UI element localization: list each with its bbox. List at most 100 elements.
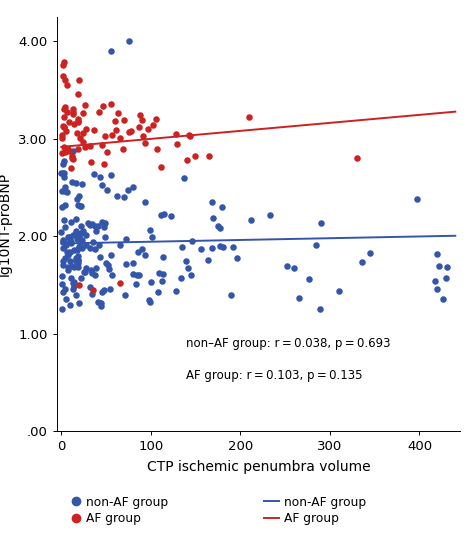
Point	[69, 230, 76, 239]
Point	[87, 141, 94, 150]
Point	[204, 255, 212, 264]
Point	[145, 295, 153, 304]
Point	[94, 298, 101, 306]
Point	[125, 36, 132, 45]
Point	[353, 154, 361, 163]
Point	[77, 228, 85, 237]
Point	[290, 264, 298, 273]
Point	[172, 286, 180, 295]
Point	[266, 211, 274, 220]
Point	[64, 251, 72, 259]
Point	[74, 263, 82, 272]
Point	[219, 202, 226, 211]
Point	[132, 279, 140, 288]
Point	[61, 222, 69, 231]
Point	[59, 304, 66, 313]
Point	[358, 257, 365, 266]
Point	[77, 201, 85, 210]
Point	[108, 100, 115, 109]
Point	[216, 224, 224, 233]
Point	[433, 249, 441, 258]
Point	[105, 264, 112, 273]
Point	[60, 168, 68, 177]
Point	[67, 164, 75, 173]
Point	[247, 216, 255, 225]
Point	[72, 179, 79, 187]
Point	[89, 289, 96, 298]
Point	[70, 120, 78, 129]
Point	[70, 246, 77, 255]
Point	[229, 242, 237, 251]
Point	[69, 154, 76, 163]
Point	[75, 243, 82, 252]
Point	[74, 115, 82, 124]
Point	[98, 217, 106, 226]
Point	[61, 201, 69, 210]
Point	[81, 142, 88, 151]
Point	[68, 151, 75, 160]
Point	[74, 118, 82, 127]
Point	[141, 197, 149, 206]
Point	[129, 259, 137, 268]
Point	[317, 218, 325, 227]
Point	[144, 125, 152, 134]
Point	[80, 128, 87, 137]
Point	[70, 263, 78, 272]
Point	[72, 291, 80, 300]
Point	[172, 130, 180, 139]
Point	[79, 180, 86, 189]
Point	[179, 242, 186, 251]
Point	[82, 231, 90, 240]
Point	[122, 235, 129, 244]
Point	[64, 232, 72, 241]
Point	[317, 305, 324, 314]
Point	[60, 72, 67, 81]
Point	[126, 128, 133, 137]
Point	[90, 237, 97, 246]
Point	[107, 171, 115, 180]
Point	[141, 251, 148, 260]
Point	[208, 197, 216, 206]
Point	[136, 111, 144, 119]
Point	[188, 237, 195, 246]
Point	[413, 195, 421, 204]
Point	[58, 131, 66, 140]
Point	[74, 117, 82, 126]
Point	[433, 285, 441, 294]
Point	[155, 288, 162, 297]
Point	[75, 76, 83, 85]
Point	[124, 185, 131, 194]
Point	[178, 274, 185, 283]
Point	[100, 223, 108, 232]
Point	[76, 134, 83, 143]
Point	[62, 294, 69, 303]
Point	[439, 294, 447, 303]
Point	[180, 173, 187, 182]
Point	[120, 192, 128, 201]
Point	[71, 282, 78, 291]
Point	[228, 290, 235, 299]
Point	[59, 134, 66, 143]
Point	[295, 294, 302, 302]
Point	[69, 147, 76, 155]
Point	[60, 113, 67, 122]
Point	[108, 270, 116, 279]
Point	[60, 261, 67, 270]
Point	[97, 302, 104, 311]
Point	[198, 245, 205, 254]
Point	[157, 211, 164, 220]
Point	[86, 221, 94, 229]
Point	[59, 61, 67, 70]
Point	[65, 232, 73, 241]
Point	[74, 144, 82, 153]
Point	[72, 215, 80, 224]
Point	[82, 264, 90, 273]
Point	[431, 277, 438, 286]
Point	[306, 275, 313, 284]
Point	[60, 288, 67, 296]
Point	[101, 219, 109, 228]
Point	[64, 145, 72, 154]
Point	[75, 233, 83, 242]
Point	[100, 160, 108, 169]
Point	[61, 254, 69, 263]
